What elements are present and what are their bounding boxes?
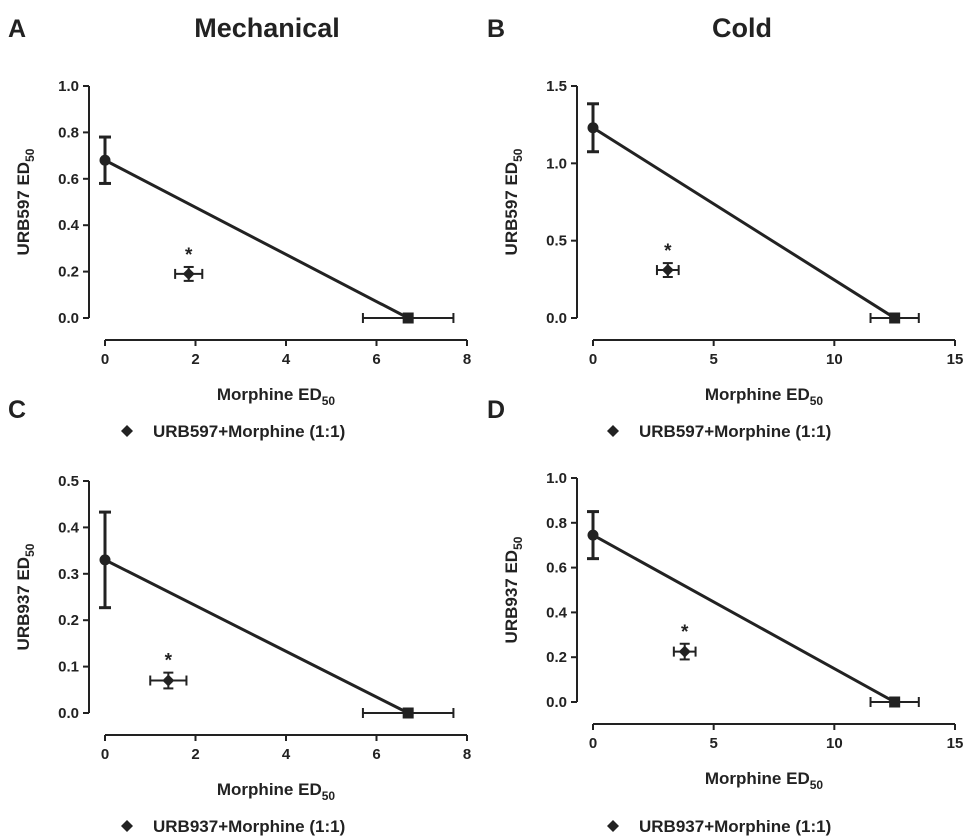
x-tick-label-b: 0 [589, 351, 597, 368]
y-tick-label-d: 0.4 [546, 604, 568, 621]
y-axis-title-c: URB937 ED50 [14, 543, 37, 650]
isobole-line-c [104, 558, 409, 715]
x-tick-label-a: 2 [191, 351, 199, 368]
y-tick-label-d: 0.0 [546, 694, 567, 711]
x-tick-label-a: 4 [282, 351, 291, 368]
legend-diamond-icon-c [121, 820, 133, 832]
legend-diamond-icon-b [607, 425, 619, 437]
y-tick-label-a: 1.0 [58, 78, 79, 95]
isobole-line-d [592, 533, 896, 704]
combination-point-a [182, 267, 195, 280]
isobole-line-a [104, 158, 409, 320]
legend-label-a: URB597+Morphine (1:1) [153, 422, 345, 441]
significance-marker-a: * [185, 245, 193, 266]
y-tick-label-c: 0.2 [58, 612, 79, 629]
x-axis-title-d: Morphine ED50 [705, 769, 824, 792]
y-tick-label-c: 0.5 [58, 473, 79, 490]
significance-marker-b: * [664, 241, 672, 262]
x-tick-label-d: 10 [826, 735, 843, 752]
y-tick-label-a: 0.8 [58, 124, 79, 141]
x-tick-label-c: 8 [463, 746, 471, 763]
y-tick-label-b: 1.5 [546, 78, 567, 95]
panel-letter-d: D [487, 396, 505, 424]
x-tick-label-c: 2 [191, 746, 199, 763]
y-tick-label-c: 0.0 [58, 705, 79, 722]
combination-point-c [162, 674, 175, 687]
combination-point-d [678, 645, 691, 658]
x-tick-label-c: 4 [282, 746, 291, 763]
y-intercept-point-a [99, 154, 111, 166]
x-intercept-point-b [889, 312, 901, 324]
panel-d: D 0.0 0.2 0.4 0.6 0.8 1.0 0 5 10 15 Morphine ED50 UR… [487, 396, 963, 836]
legend-diamond-icon-d [607, 820, 619, 832]
y-tick-label-a: 0.0 [58, 310, 79, 327]
x-tick-label-a: 6 [372, 351, 380, 368]
x-axis-title-a: Morphine ED50 [217, 385, 336, 408]
legend-diamond-icon-a [121, 425, 133, 437]
significance-marker-c: * [165, 651, 173, 672]
panel-b: B 0.0 0.5 1.0 1.5 0 5 10 15 Morphine ED50 URB597 E… [487, 15, 963, 441]
y-intercept-point-b [587, 122, 599, 134]
x-tick-label-d: 5 [709, 735, 717, 752]
x-tick-label-b: 5 [709, 351, 717, 368]
y-tick-label-d: 0.8 [546, 515, 567, 532]
column-title-cold: Cold [712, 13, 772, 43]
y-tick-label-c: 0.3 [58, 566, 79, 583]
x-tick-label-b: 10 [826, 351, 843, 368]
panel-letter-c: C [8, 396, 26, 424]
y-axis-title-b: URB597 ED50 [502, 148, 525, 255]
x-tick-label-d: 0 [589, 735, 597, 752]
significance-marker-d: * [681, 622, 689, 643]
y-tick-label-a: 0.6 [58, 171, 79, 188]
column-title-mechanical: Mechanical [194, 13, 340, 43]
x-tick-label-c: 6 [372, 746, 380, 763]
x-axis-title-b: Morphine ED50 [705, 385, 824, 408]
panel-letter-a: A [8, 15, 26, 43]
x-tick-label-a: 8 [463, 351, 471, 368]
panel-c: C 0.0 0.1 0.2 0.3 0.4 0.5 0 2 4 6 8 Morphine ED50 URB… [8, 396, 471, 836]
x-tick-label-d: 15 [947, 735, 964, 752]
x-tick-label-c: 0 [101, 746, 109, 763]
y-axis-title-a: URB597 ED50 [14, 148, 37, 255]
x-intercept-point-d [889, 696, 901, 708]
y-intercept-point-d [587, 529, 599, 541]
legend-label-b: URB597+Morphine (1:1) [639, 422, 831, 441]
x-tick-label-b: 15 [947, 351, 964, 368]
y-tick-label-d: 1.0 [546, 470, 567, 487]
x-axis-title-c: Morphine ED50 [217, 780, 336, 803]
y-tick-label-d: 0.6 [546, 560, 567, 577]
y-tick-label-c: 0.1 [58, 659, 79, 676]
y-tick-label-a: 0.2 [58, 264, 79, 281]
y-tick-label-b: 0.0 [546, 310, 567, 327]
y-axis-title-d: URB937 ED50 [502, 536, 525, 643]
y-tick-label-b: 1.0 [546, 155, 567, 172]
x-intercept-point-c [402, 707, 414, 719]
y-intercept-point-c [99, 554, 111, 566]
panel-a: A 0.0 0.2 0.4 0.6 0.8 1.0 0 2 4 6 8 Morphine ED50 URB… [8, 15, 471, 441]
legend-label-d: URB937+Morphine (1:1) [639, 817, 831, 836]
y-tick-label-c: 0.4 [58, 519, 80, 536]
legend-label-c: URB937+Morphine (1:1) [153, 817, 345, 836]
y-tick-label-a: 0.4 [58, 217, 80, 234]
y-tick-label-d: 0.2 [546, 649, 567, 666]
y-tick-label-b: 0.5 [546, 233, 567, 250]
panel-letter-b: B [487, 15, 505, 43]
x-tick-label-a: 0 [101, 351, 109, 368]
isobole-line-b [592, 126, 896, 320]
x-intercept-point-a [402, 312, 414, 324]
combination-point-b [661, 264, 674, 277]
